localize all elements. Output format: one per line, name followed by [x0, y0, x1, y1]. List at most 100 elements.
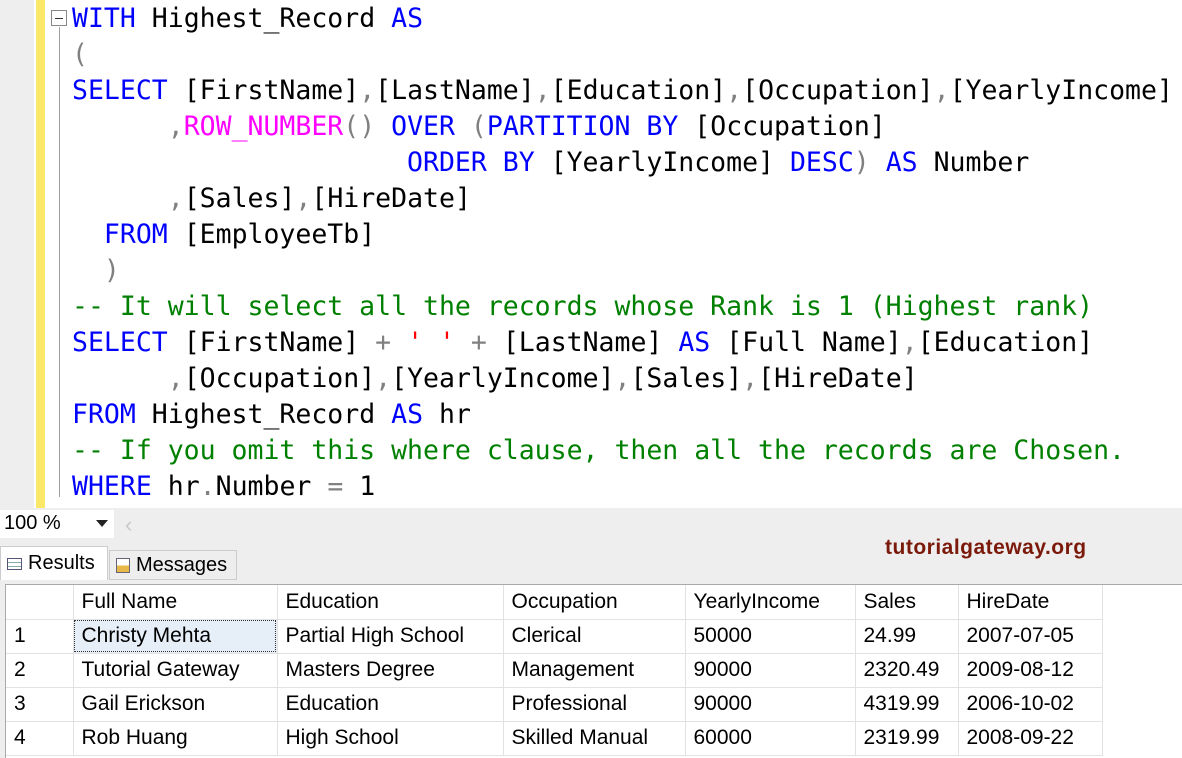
- identifier: [YearlyIncome]: [391, 363, 615, 394]
- operator: (): [343, 111, 376, 142]
- identifier: [HireDate]: [311, 183, 471, 214]
- zoom-select[interactable]: 100 %: [0, 510, 114, 538]
- operator: (: [72, 39, 88, 70]
- cell[interactable]: 2008-09-22: [958, 721, 1103, 756]
- identifier: [Full Name]: [710, 327, 902, 358]
- identifier: [Sales]: [183, 183, 296, 214]
- row-number[interactable]: 4: [6, 721, 74, 756]
- cell[interactable]: Education: [277, 687, 504, 722]
- code-line: -- If you omit this where clause, then a…: [72, 433, 1173, 469]
- tab-results-label: Results: [28, 552, 95, 574]
- query-editor[interactable]: [45, 0, 1182, 508]
- column-header[interactable]: Sales: [855, 585, 959, 620]
- code-line: FROM Highest_Record AS hr: [72, 397, 1173, 433]
- function-name: ROW_NUMBER: [183, 111, 344, 142]
- operator: ,: [167, 183, 184, 214]
- column-header[interactable]: Education: [277, 585, 504, 620]
- identifier: [YearlyIncome]: [949, 75, 1173, 106]
- operator: +: [375, 327, 392, 358]
- cell[interactable]: Partial High School: [277, 619, 504, 654]
- table-row[interactable]: 2 Tutorial Gateway Masters Degree Managemen…: [6, 653, 1103, 688]
- keyword: AS: [678, 327, 711, 358]
- cell[interactable]: 2319.99: [855, 721, 959, 756]
- code-line: (: [72, 37, 1173, 73]
- operator: ): [103, 255, 120, 286]
- keyword: FROM: [103, 219, 168, 250]
- column-header[interactable]: [6, 585, 74, 620]
- identifier: [EmployeeTb]: [167, 219, 376, 250]
- cell[interactable]: Masters Degree: [277, 653, 504, 688]
- tab-results[interactable]: Results: [0, 546, 108, 580]
- cell[interactable]: 2320.49: [855, 653, 959, 688]
- cell[interactable]: 2006-10-02: [958, 687, 1103, 722]
- cell[interactable]: Gail Erickson: [73, 687, 278, 722]
- keyword: AS: [391, 3, 424, 34]
- collapse-icon[interactable]: [51, 10, 67, 26]
- cell[interactable]: Skilled Manual: [503, 721, 686, 756]
- cell[interactable]: High School: [277, 721, 504, 756]
- keyword: ORDER BY: [407, 147, 535, 178]
- keyword: AS: [869, 147, 918, 178]
- keyword: SELECT: [72, 75, 168, 106]
- tab-messages-label: Messages: [136, 553, 228, 576]
- cell[interactable]: Management: [503, 653, 686, 688]
- row-number[interactable]: 1: [6, 619, 74, 654]
- table-row[interactable]: 4 Rob Huang High School Skilled Manual 60000…: [6, 721, 1103, 756]
- identifier: [FirstName]: [167, 327, 376, 358]
- cell[interactable]: 2007-07-05: [958, 619, 1103, 654]
- column-header[interactable]: YearlyIncome: [685, 585, 856, 620]
- cell[interactable]: 60000: [685, 721, 856, 756]
- identifier: [FirstName]: [167, 75, 360, 106]
- cell[interactable]: Rob Huang: [73, 721, 278, 756]
- cell[interactable]: Tutorial Gateway: [73, 653, 278, 688]
- cell[interactable]: Clerical: [503, 619, 686, 654]
- code-line: ORDER BY [YearlyIncome] DESC) AS Number: [72, 145, 1173, 181]
- identifier: [72, 183, 168, 214]
- identifier: Highest_Record: [135, 399, 392, 430]
- cell[interactable]: Christy Mehta: [73, 619, 278, 654]
- row-number[interactable]: 3: [6, 687, 74, 722]
- operator: ): [853, 147, 870, 178]
- zoom-value: 100 %: [4, 512, 61, 534]
- identifier: [Occupation]: [678, 111, 886, 142]
- code-line: ,[Sales],[HireDate]: [72, 181, 1173, 217]
- cell[interactable]: 2009-08-12: [958, 653, 1103, 688]
- sql-code[interactable]: WITH Highest_Record AS(SELECT [FirstName…: [72, 1, 1173, 505]
- grid-icon: [7, 557, 22, 570]
- chevron-down-icon[interactable]: [96, 520, 108, 527]
- keyword: WHERE: [72, 471, 152, 502]
- column-header[interactable]: HireDate: [958, 585, 1103, 620]
- operator: (: [470, 111, 487, 142]
- code-line: -- It will select all the records whose …: [72, 289, 1173, 325]
- operator: ,: [167, 111, 184, 142]
- keyword: FROM: [72, 399, 136, 430]
- cell[interactable]: 90000: [685, 653, 856, 688]
- column-header[interactable]: Occupation: [503, 585, 686, 620]
- table-row[interactable]: 3 Gail Erickson Education Professional 90000…: [6, 687, 1103, 722]
- cell[interactable]: 50000: [685, 619, 856, 654]
- cell[interactable]: 24.99: [855, 619, 959, 654]
- operator: ,: [534, 75, 551, 106]
- identifier: Number: [215, 471, 328, 502]
- operator: .: [199, 471, 216, 502]
- header-row: Full Name Education Occupation YearlyIncome…: [6, 585, 1103, 620]
- cell[interactable]: 90000: [685, 687, 856, 722]
- keyword: SELECT: [72, 327, 168, 358]
- cell[interactable]: Professional: [503, 687, 686, 722]
- column-header[interactable]: Full Name: [73, 585, 278, 620]
- results-grid[interactable]: Full Name Education Occupation YearlyIncome…: [5, 584, 1182, 758]
- operator: ,: [726, 75, 743, 106]
- operator: ,: [295, 183, 312, 214]
- editor-gutter: [0, 0, 34, 508]
- identifier: [YearlyIncome]: [534, 147, 790, 178]
- scroll-left-icon[interactable]: ‹: [125, 512, 133, 537]
- code-line: ,[Occupation],[YearlyIncome],[Sales],[Hi…: [72, 361, 1173, 397]
- keyword: AS: [391, 399, 424, 430]
- row-number[interactable]: 2: [6, 653, 74, 688]
- keyword: OVER: [375, 111, 471, 142]
- identifier: [Occupation]: [742, 75, 934, 106]
- cell[interactable]: 4319.99: [855, 687, 959, 722]
- tab-messages[interactable]: Messages: [109, 550, 237, 580]
- table-row[interactable]: 1 Christy Mehta Partial High School Clerica…: [6, 619, 1103, 654]
- editor-status-bar: [0, 508, 1182, 540]
